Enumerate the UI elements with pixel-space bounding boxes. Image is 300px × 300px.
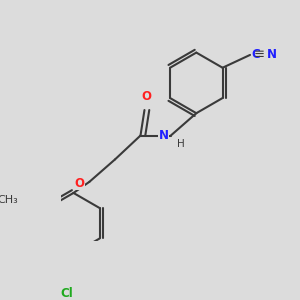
Text: N: N	[158, 129, 168, 142]
Text: O: O	[142, 90, 152, 103]
Text: O: O	[75, 177, 85, 190]
Text: C: C	[252, 48, 260, 62]
Text: H: H	[177, 139, 185, 149]
Text: ≡: ≡	[254, 48, 265, 62]
Text: CH₃: CH₃	[0, 195, 19, 205]
Text: N: N	[267, 48, 277, 62]
Text: Cl: Cl	[61, 287, 74, 300]
